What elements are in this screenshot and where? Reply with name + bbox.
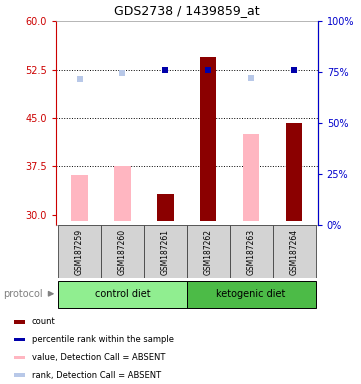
Bar — [14, 338, 25, 341]
Text: GSM187262: GSM187262 — [204, 228, 213, 275]
Text: control diet: control diet — [95, 289, 150, 299]
Text: GSM187261: GSM187261 — [161, 228, 170, 275]
Bar — [14, 356, 25, 359]
Text: rank, Detection Call = ABSENT: rank, Detection Call = ABSENT — [32, 371, 161, 380]
Title: GDS2738 / 1439859_at: GDS2738 / 1439859_at — [114, 4, 260, 17]
Bar — [58, 281, 187, 308]
Bar — [157, 194, 174, 222]
Text: GSM187264: GSM187264 — [290, 228, 299, 275]
Text: GSM187259: GSM187259 — [75, 228, 84, 275]
Bar — [243, 134, 259, 222]
Text: GSM187260: GSM187260 — [118, 228, 127, 275]
Point — [205, 66, 211, 73]
Bar — [273, 225, 316, 278]
Text: percentile rank within the sample: percentile rank within the sample — [32, 335, 174, 344]
Bar — [14, 320, 25, 324]
Bar — [14, 373, 25, 377]
Bar — [286, 123, 302, 222]
Bar — [114, 166, 131, 222]
Bar — [101, 225, 144, 278]
Bar — [71, 175, 88, 222]
Text: value, Detection Call = ABSENT: value, Detection Call = ABSENT — [32, 353, 165, 362]
Bar — [187, 225, 230, 278]
Bar — [200, 57, 217, 222]
Text: ketogenic diet: ketogenic diet — [217, 289, 286, 299]
Bar — [230, 225, 273, 278]
Point — [162, 66, 168, 73]
Text: protocol: protocol — [4, 289, 43, 299]
Point — [291, 66, 297, 73]
Point — [248, 75, 254, 81]
Bar — [58, 225, 101, 278]
Point — [77, 76, 82, 82]
Point — [119, 70, 125, 76]
Text: GSM187263: GSM187263 — [247, 228, 256, 275]
Bar — [144, 225, 187, 278]
Bar — [187, 281, 316, 308]
Text: count: count — [32, 317, 56, 326]
